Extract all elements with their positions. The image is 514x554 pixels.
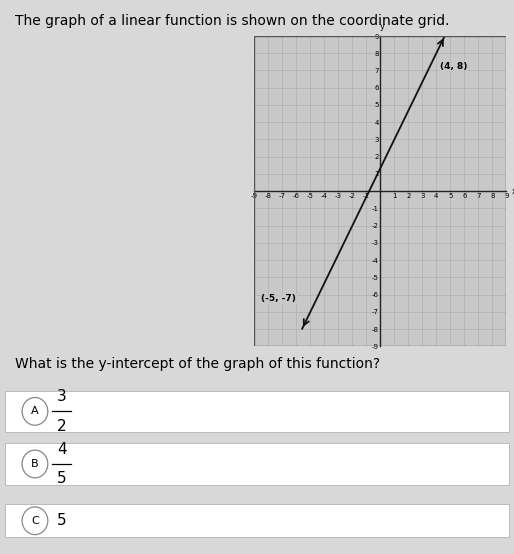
Text: 5: 5 bbox=[57, 471, 66, 486]
Text: B: B bbox=[31, 459, 39, 469]
Text: 3: 3 bbox=[57, 389, 66, 404]
Text: y: y bbox=[380, 22, 385, 31]
Text: x: x bbox=[512, 187, 514, 196]
Text: 2: 2 bbox=[57, 419, 66, 434]
Text: The graph of a linear function is shown on the coordinate grid.: The graph of a linear function is shown … bbox=[15, 14, 450, 28]
Bar bbox=[254, 36, 506, 346]
Text: 4: 4 bbox=[57, 442, 66, 456]
Text: C: C bbox=[31, 516, 39, 526]
Text: A: A bbox=[31, 406, 39, 417]
Text: What is the y-intercept of the graph of this function?: What is the y-intercept of the graph of … bbox=[15, 357, 380, 371]
Text: (4, 8): (4, 8) bbox=[440, 61, 467, 71]
Text: 5: 5 bbox=[57, 513, 66, 529]
Text: (-5, -7): (-5, -7) bbox=[262, 294, 296, 304]
